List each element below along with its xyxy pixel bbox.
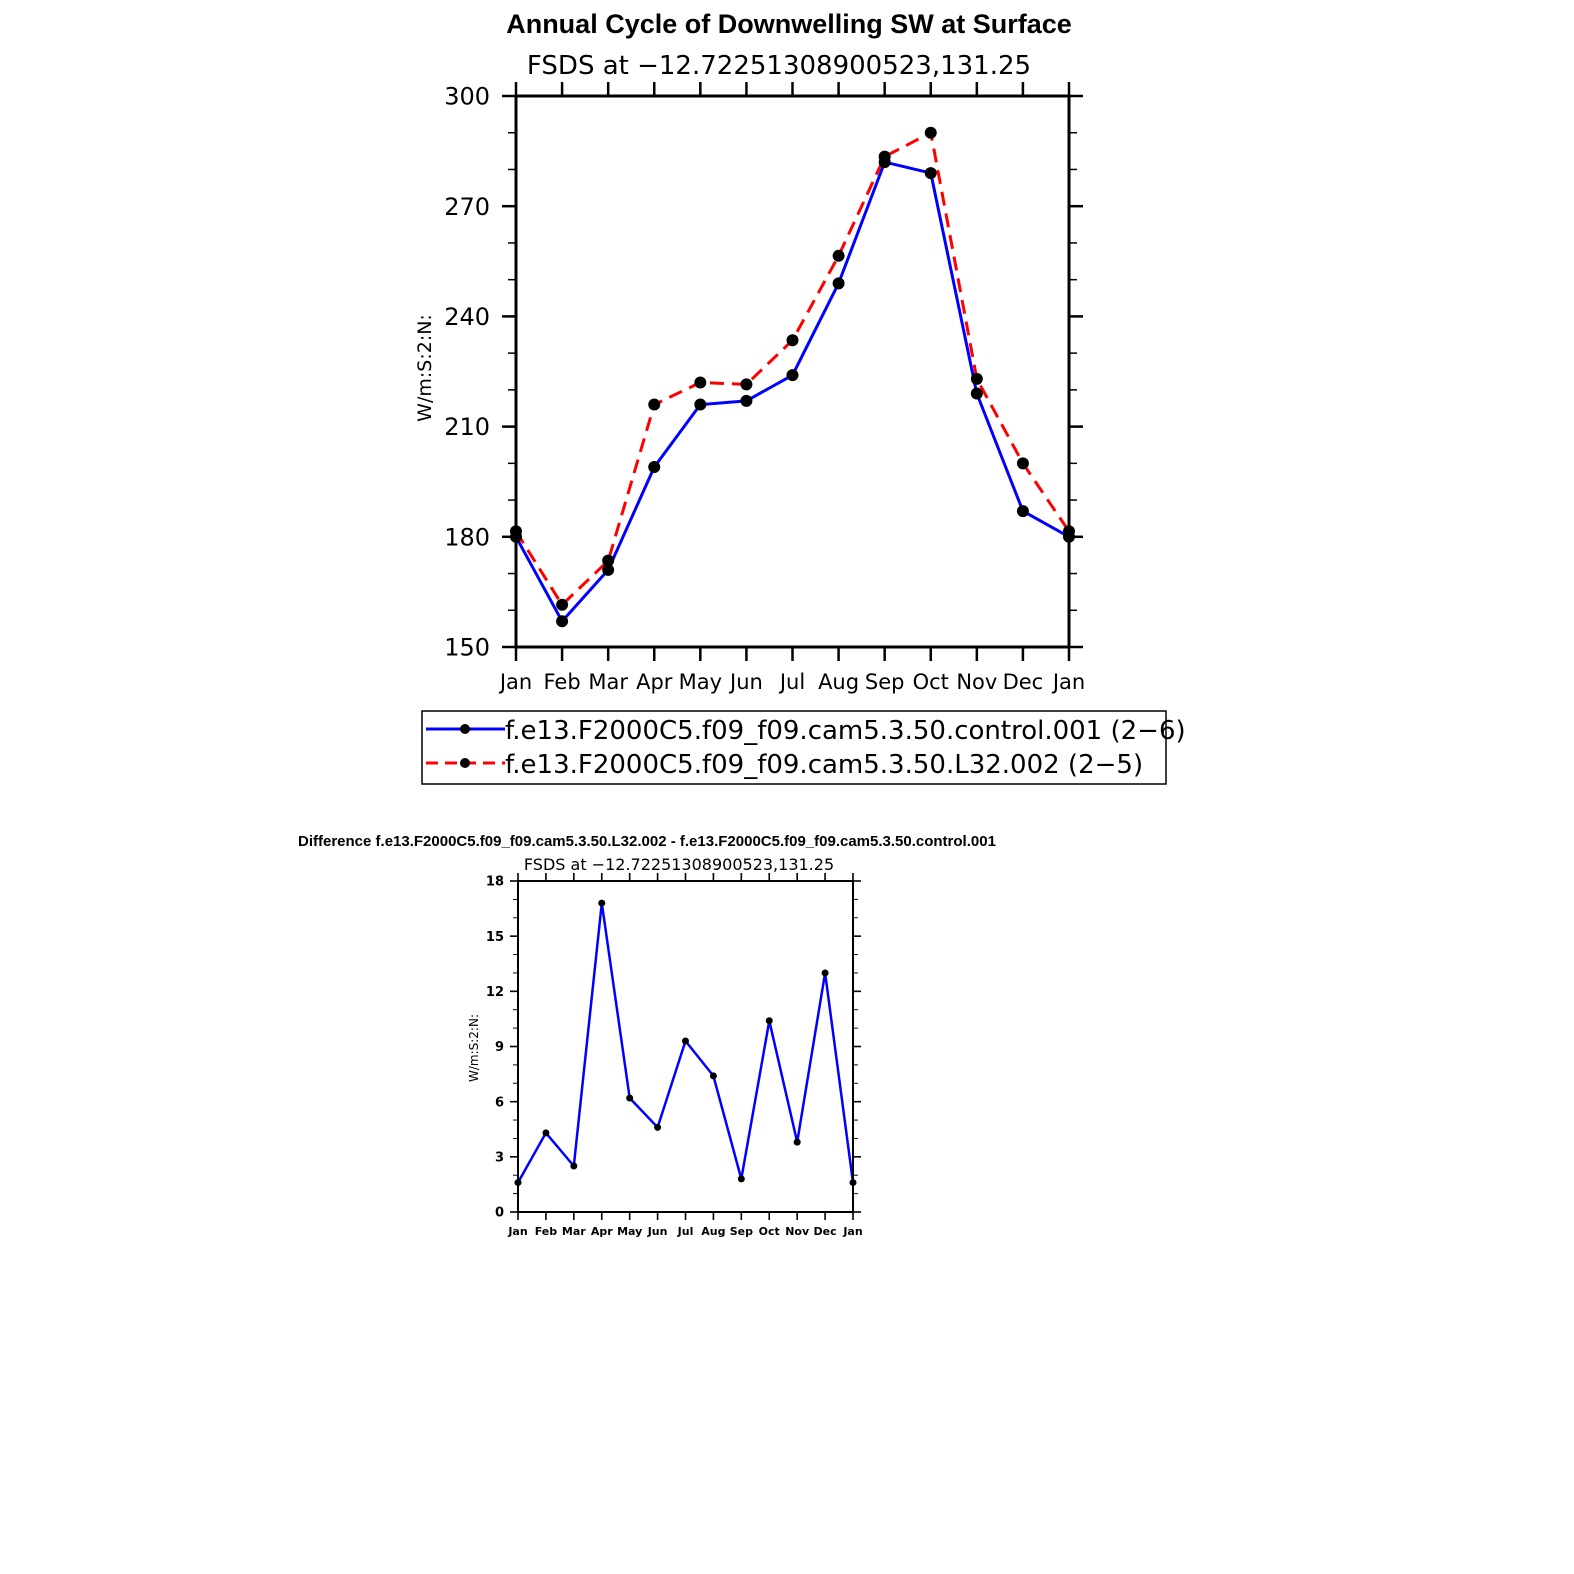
chart1-legend: f.e13.F2000C5.f09_f09.cam5.3.50.control.…: [421, 710, 1186, 785]
y-tick-label: 240: [444, 303, 490, 331]
data-point: [737, 1175, 745, 1183]
data-point: [654, 1123, 662, 1131]
y-tick-label: 180: [444, 523, 490, 551]
y-tick-label: 300: [444, 83, 490, 111]
data-point: [832, 277, 845, 290]
x-tick-label: Sep: [865, 670, 905, 694]
chart1-plot-frame: [514, 94, 1071, 649]
x-tick-label: Jan: [842, 1225, 862, 1238]
data-point: [793, 1138, 801, 1146]
data-point: [570, 1162, 578, 1170]
data-point: [1016, 505, 1029, 518]
x-tick-label: May: [679, 670, 722, 694]
data-point: [765, 1017, 773, 1025]
x-tick-label: Dec: [1003, 670, 1044, 694]
x-tick-label: Oct: [759, 1225, 780, 1238]
x-tick-label: Feb: [535, 1225, 558, 1238]
x-tick-label: Nov: [785, 1225, 810, 1238]
chart2-ylabel: W/m:S:2:N:: [467, 1014, 481, 1082]
data-point: [648, 398, 661, 411]
x-tick-label: Sep: [730, 1225, 753, 1238]
data-point: [694, 376, 707, 389]
data-point: [970, 387, 983, 400]
chart2-plot-frame: [517, 880, 854, 1213]
y-tick-label: 210: [444, 413, 490, 441]
legend-box: [421, 710, 1167, 785]
data-point: [924, 126, 937, 139]
data-point: [598, 899, 606, 907]
y-tick-label: 0: [495, 1206, 504, 1221]
y-tick-label: 270: [444, 193, 490, 221]
annual-cycle-chart: Annual Cycle of Downwelling SW at Surfac…: [414, 9, 1186, 785]
difference-chart: Difference f.e13.F2000C5.f09_f09.cam5.3.…: [298, 833, 996, 1238]
x-tick-label: Jul: [778, 670, 805, 694]
x-tick-label: Jul: [677, 1225, 694, 1238]
data-point: [740, 394, 753, 407]
data-point: [682, 1037, 689, 1045]
x-tick-label: May: [617, 1225, 642, 1238]
chart2-series: [514, 899, 857, 1187]
chart2-subtitle: FSDS at −12.72251308900523,131.25: [524, 855, 834, 874]
data-point: [542, 1129, 550, 1137]
data-point: [786, 334, 799, 347]
chart1-x-tick-labels: Jan Feb Mar Apr May Jun Jul Aug Sep Oct Nov Dec Jan: [498, 670, 1085, 694]
x-tick-label: Oct: [913, 670, 949, 694]
x-tick-label: Jan: [507, 1225, 527, 1238]
x-tick-label: Dec: [814, 1225, 837, 1238]
legend-marker-l32: [460, 758, 470, 768]
x-tick-label: Jan: [498, 670, 532, 694]
y-tick-label: 9: [495, 1040, 504, 1055]
x-tick-label: Jun: [728, 670, 763, 694]
x-tick-label: Aug: [818, 670, 859, 694]
x-tick-label: Feb: [543, 670, 580, 694]
legend-marker-control: [460, 724, 470, 734]
data-point: [878, 150, 891, 163]
legend-label-l32: f.e13.F2000C5.f09_f09.cam5.3.50.L32.002 …: [505, 750, 1143, 780]
y-tick-label: 15: [486, 930, 504, 945]
chart1-y-tick-labels: 150 180 210 240 270 300: [444, 83, 490, 662]
y-tick-label: 6: [495, 1095, 504, 1110]
legend-label-control: f.e13.F2000C5.f09_f09.cam5.3.50.control.…: [505, 716, 1186, 746]
chart2-y-tick-labels: 0 3 6 9 12 15 18: [486, 875, 504, 1221]
data-point: [924, 167, 937, 180]
chart1-ylabel: W/m:S:2:N:: [414, 314, 436, 422]
x-tick-label: Mar: [588, 670, 628, 694]
x-tick-label: Mar: [562, 1225, 586, 1238]
chart2-title: Difference f.e13.F2000C5.f09_f09.cam5.3.…: [298, 833, 996, 850]
data-point: [709, 1072, 717, 1080]
x-tick-label: Nov: [956, 670, 997, 694]
data-point: [821, 969, 829, 977]
chart2-x-tick-labels: Jan Feb Mar Apr May Jun Jul Aug Sep Oct Nov Dec Jan: [507, 1225, 862, 1238]
data-point: [740, 378, 753, 391]
data-point: [602, 554, 615, 567]
x-tick-label: Jan: [1051, 670, 1085, 694]
y-tick-label: 3: [495, 1151, 504, 1166]
data-point: [626, 1094, 634, 1102]
y-tick-label: 18: [486, 875, 504, 890]
y-tick-label: 12: [486, 985, 504, 1000]
legend-item-control: f.e13.F2000C5.f09_f09.cam5.3.50.control.…: [426, 716, 1186, 746]
chart1-title: Annual Cycle of Downwelling SW at Surfac…: [506, 9, 1072, 39]
data-point: [648, 461, 661, 474]
data-point: [1016, 457, 1029, 470]
y-tick-label: 150: [444, 634, 490, 662]
data-point: [602, 563, 615, 576]
x-tick-label: Jun: [647, 1225, 668, 1238]
data-point: [970, 372, 983, 385]
x-tick-label: Apr: [591, 1225, 613, 1238]
data-point: [786, 369, 799, 382]
data-point: [556, 615, 569, 628]
data-point: [556, 598, 569, 611]
chart1-subtitle: FSDS at −12.72251308900523,131.25: [527, 51, 1031, 81]
data-point: [694, 398, 707, 411]
legend-item-l32: f.e13.F2000C5.f09_f09.cam5.3.50.L32.002 …: [426, 750, 1143, 780]
chart1-series: [510, 126, 1075, 628]
chart2-ticks: [510, 873, 861, 1220]
x-tick-label: Apr: [636, 670, 673, 694]
data-point: [832, 249, 845, 262]
x-tick-label: Aug: [701, 1225, 725, 1238]
